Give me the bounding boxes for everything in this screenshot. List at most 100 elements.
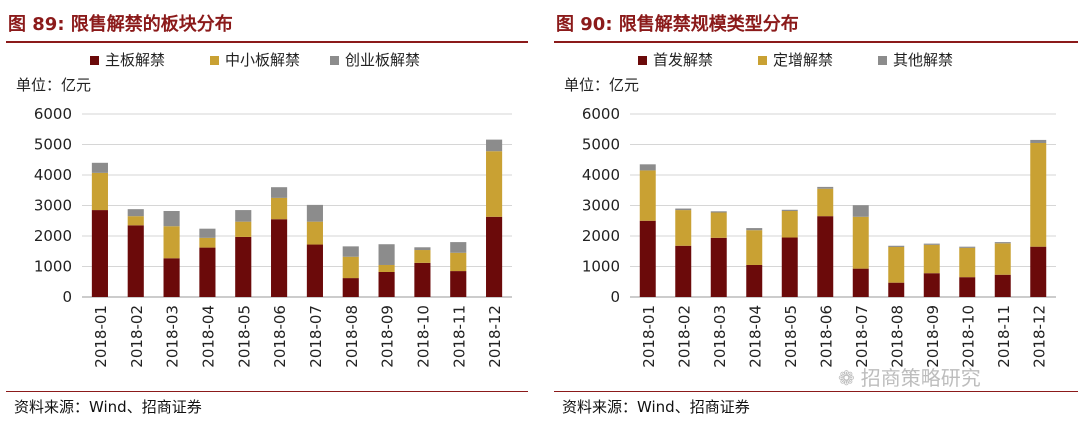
legend-item: 首发解禁: [638, 51, 713, 69]
x-tick-label: 2018-06: [817, 305, 835, 368]
bar-segment: [994, 274, 1011, 297]
legend-swatch: [638, 56, 647, 65]
bar-segment: [342, 278, 359, 297]
bar-segment: [199, 237, 216, 248]
legend-item: 中小板解禁: [210, 51, 300, 69]
bar-segment: [127, 216, 144, 226]
bar-segment: [414, 250, 431, 263]
y-tick-label: 0: [62, 288, 72, 306]
bar-segment: [414, 262, 431, 297]
bar-segment: [342, 256, 359, 279]
bar-segment: [923, 244, 940, 274]
bar-segment: [306, 204, 323, 222]
y-tick-label: 4000: [582, 166, 620, 184]
bar-segment: [127, 209, 144, 217]
bar-segment: [746, 230, 763, 265]
bar-segment: [639, 220, 656, 297]
bar-segment: [781, 209, 798, 211]
bar-segment: [923, 273, 940, 297]
bar-segment: [639, 164, 656, 171]
bar-segment: [235, 236, 252, 297]
bar-segment: [306, 221, 323, 245]
bar-segment: [342, 246, 359, 257]
legend-item: 主板解禁: [90, 51, 165, 69]
bar-segment: [91, 210, 108, 297]
y-tick-label: 2000: [582, 227, 620, 245]
watermark-text: 招商策略研究: [860, 366, 981, 390]
title-divider: [6, 41, 528, 43]
watermark: ❁ 招商策略研究: [838, 362, 981, 391]
y-tick-label: 2000: [34, 227, 72, 245]
legend-label: 主板解禁: [105, 51, 165, 69]
x-tick-label: 2018-09: [924, 305, 942, 368]
bar-segment: [414, 247, 431, 251]
legend-label: 首发解禁: [653, 51, 713, 69]
title-divider: [554, 41, 1078, 43]
bar-segment: [486, 151, 503, 217]
bar-segment: [923, 243, 940, 245]
x-tick-label: 2018-04: [746, 305, 764, 368]
legend-label: 中小板解禁: [225, 51, 300, 69]
bar-segment: [888, 246, 905, 283]
legend-item: 其他解禁: [878, 51, 953, 69]
unit-label: 单位：亿元: [564, 76, 639, 94]
legend-swatch: [758, 56, 767, 65]
legend-label: 定增解禁: [773, 51, 833, 69]
bar-segment: [710, 211, 727, 213]
x-tick-label: 2018-05: [782, 305, 800, 368]
bar-segment: [675, 210, 692, 246]
y-tick-label: 4000: [34, 166, 72, 184]
bar-segment: [199, 247, 216, 297]
bar-segment: [994, 242, 1011, 244]
x-tick-label: 2018-04: [199, 305, 217, 368]
bar-segment: [746, 264, 763, 297]
legend-label: 其他解禁: [893, 51, 953, 69]
bar-segment: [639, 170, 656, 221]
bar-segment: [1030, 139, 1047, 143]
bar-segment: [450, 271, 467, 297]
bar-segment: [781, 210, 798, 238]
y-tick-label: 3000: [582, 197, 620, 215]
bar-segment: [1030, 246, 1047, 297]
x-tick-label: 2018-11: [995, 305, 1013, 368]
chart-panel-sector: 图 89: 限售解禁的板块分布 主板解禁 中小板解禁 创业板解禁 单位：亿元 0 1000…: [0, 0, 536, 423]
bar-segment: [710, 212, 727, 238]
bar-segment: [199, 228, 216, 238]
legend-swatch: [330, 56, 339, 65]
x-tick-label: 2018-09: [379, 305, 397, 368]
bar-segment: [710, 237, 727, 297]
bar-segment: [1030, 142, 1047, 247]
bar-segment: [852, 268, 869, 297]
bar-segment: [306, 244, 323, 297]
x-tick-label: 2018-10: [414, 305, 432, 368]
legend-label: 创业板解禁: [345, 51, 420, 69]
legend-swatch: [210, 56, 219, 65]
chart-panel-type: 图 90: 限售解禁规模类型分布 首发解禁 定增解禁 其他解禁 单位：亿元 0 1000 2…: [548, 0, 1080, 423]
bar-segment: [817, 188, 834, 217]
bar-segment: [959, 247, 976, 278]
bar-segment: [852, 216, 869, 269]
x-tick-label: 2018-12: [1030, 305, 1048, 368]
bar-segment: [127, 225, 144, 297]
bar-segment: [378, 271, 395, 297]
bar-segment: [450, 242, 467, 253]
y-tick-label: 5000: [34, 136, 72, 154]
bar-segment: [450, 252, 467, 272]
source-note: 资料来源：Wind、招商证券: [14, 398, 202, 416]
bar-segment: [271, 187, 288, 198]
bar-segment: [163, 210, 180, 227]
legend-item: 定增解禁: [758, 51, 833, 69]
bar-segment: [486, 216, 503, 297]
x-tick-label: 2018-03: [711, 305, 729, 368]
chart-title: 图 89: 限售解禁的板块分布: [8, 14, 233, 35]
x-tick-label: 2018-10: [959, 305, 977, 368]
x-tick-label: 2018-08: [343, 305, 361, 368]
x-tick-label: 2018-12: [486, 305, 504, 368]
bar-segment: [888, 282, 905, 297]
bar-segment: [235, 210, 252, 222]
x-tick-label: 2018-07: [853, 305, 871, 368]
x-tick-label: 2018-02: [675, 305, 693, 368]
source-note: 资料来源：Wind、招商证券: [562, 398, 750, 416]
x-tick-label: 2018-01: [640, 305, 658, 368]
